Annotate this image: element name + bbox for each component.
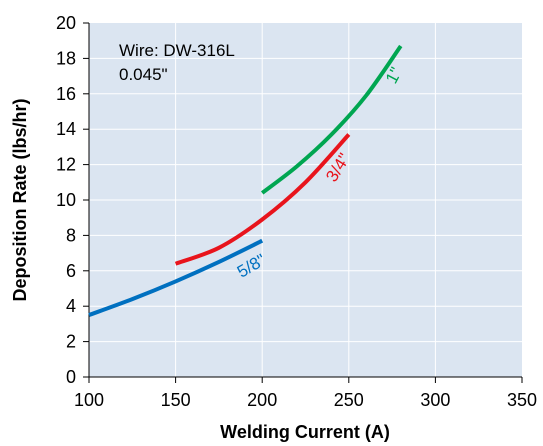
y-tick-label: 4 (66, 296, 76, 316)
y-tick-label: 0 (66, 367, 76, 387)
x-tick-label: 100 (74, 390, 104, 410)
series-lines (88, 44, 403, 317)
x-tick-label: 200 (247, 390, 277, 410)
y-tick-label: 16 (56, 84, 76, 104)
annotation-wire: Wire: DW-316L (119, 41, 235, 60)
grid-lines (89, 23, 522, 377)
annotation-diameter: 0.045" (119, 65, 168, 84)
x-tick-label: 250 (334, 390, 364, 410)
series-line-1 (88, 238, 264, 317)
x-tick-label: 300 (420, 390, 450, 410)
x-tick-label: 150 (161, 390, 191, 410)
y-tick-label: 18 (56, 48, 76, 68)
x-tick-label: 350 (507, 390, 537, 410)
y-tick-label: 14 (56, 119, 76, 139)
y-tick-label: 2 (66, 332, 76, 352)
x-axis-title: Welding Current (A) (220, 422, 390, 442)
y-tick-label: 8 (66, 225, 76, 245)
y-axis-title: Deposition Rate (lbs/hr) (10, 98, 30, 301)
wire-annotation: Wire: DW-316L 0.045" (119, 41, 235, 84)
series-line-2 (174, 133, 351, 266)
y-tick-label: 12 (56, 155, 76, 175)
y-tick-label: 10 (56, 190, 76, 210)
series-line-3 (260, 44, 403, 195)
y-tick-label: 6 (66, 261, 76, 281)
y-tick-label: 20 (56, 13, 76, 33)
axes: 100 150 200 250 300 350 0 2 4 6 8 10 12 14 16 18 20 (56, 13, 537, 410)
